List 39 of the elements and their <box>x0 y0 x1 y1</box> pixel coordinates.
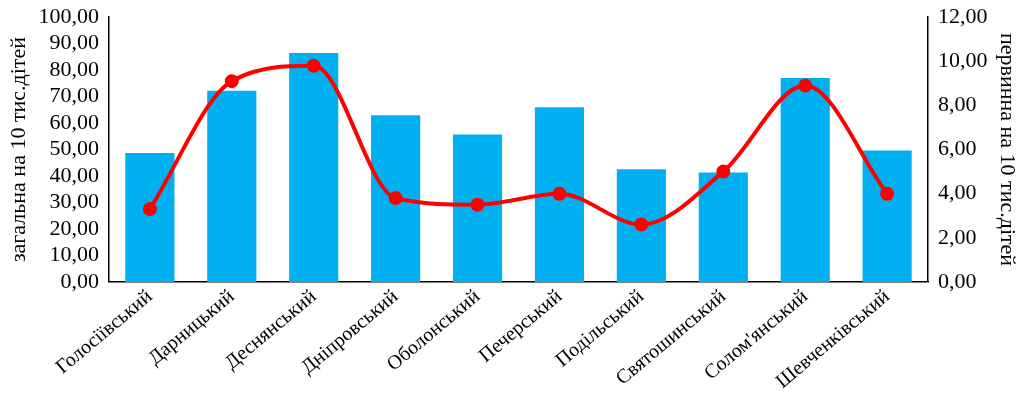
bar <box>780 78 830 282</box>
point <box>142 202 157 217</box>
y2-tick-label: 10,00 <box>938 47 988 73</box>
y2-tick-label: 0,00 <box>938 267 977 293</box>
bar <box>289 52 339 282</box>
y2-tick-label: 2,00 <box>938 223 977 249</box>
point <box>470 197 485 212</box>
point <box>388 191 403 206</box>
point <box>880 186 895 201</box>
bar <box>862 150 912 282</box>
bar <box>616 169 666 282</box>
bar <box>207 90 257 282</box>
y-tick-label: 100,00 <box>38 2 99 28</box>
y2-tick-label: 12,00 <box>938 2 988 28</box>
bar <box>371 115 421 282</box>
y-tick-label: 30,00 <box>49 188 99 214</box>
point <box>716 164 731 179</box>
y-tick-label: 60,00 <box>49 108 99 134</box>
y-tick-label: 10,00 <box>49 241 99 267</box>
y-axis-title: загальна на 10 тис.дітей <box>4 36 30 263</box>
bar <box>125 153 175 282</box>
y-tick-label: 80,00 <box>49 55 99 81</box>
point <box>306 58 321 73</box>
y-tick-label: 20,00 <box>49 214 99 240</box>
point <box>552 186 567 201</box>
point <box>634 217 649 232</box>
y-tick-label: 40,00 <box>49 161 99 187</box>
y-tick-label: 50,00 <box>49 135 99 161</box>
point <box>224 74 239 89</box>
y2-tick-label: 6,00 <box>938 135 977 161</box>
y-tick-label: 70,00 <box>49 82 99 108</box>
y2-tick-label: 8,00 <box>938 91 977 117</box>
y2-tick-label: 4,00 <box>938 179 977 205</box>
bar <box>698 172 748 282</box>
bar <box>534 107 585 282</box>
point <box>798 78 813 93</box>
bar <box>452 134 503 282</box>
y-tick-label: 90,00 <box>49 29 99 55</box>
y2-axis-title: первинна на 10 тис.дітей <box>996 32 1022 267</box>
